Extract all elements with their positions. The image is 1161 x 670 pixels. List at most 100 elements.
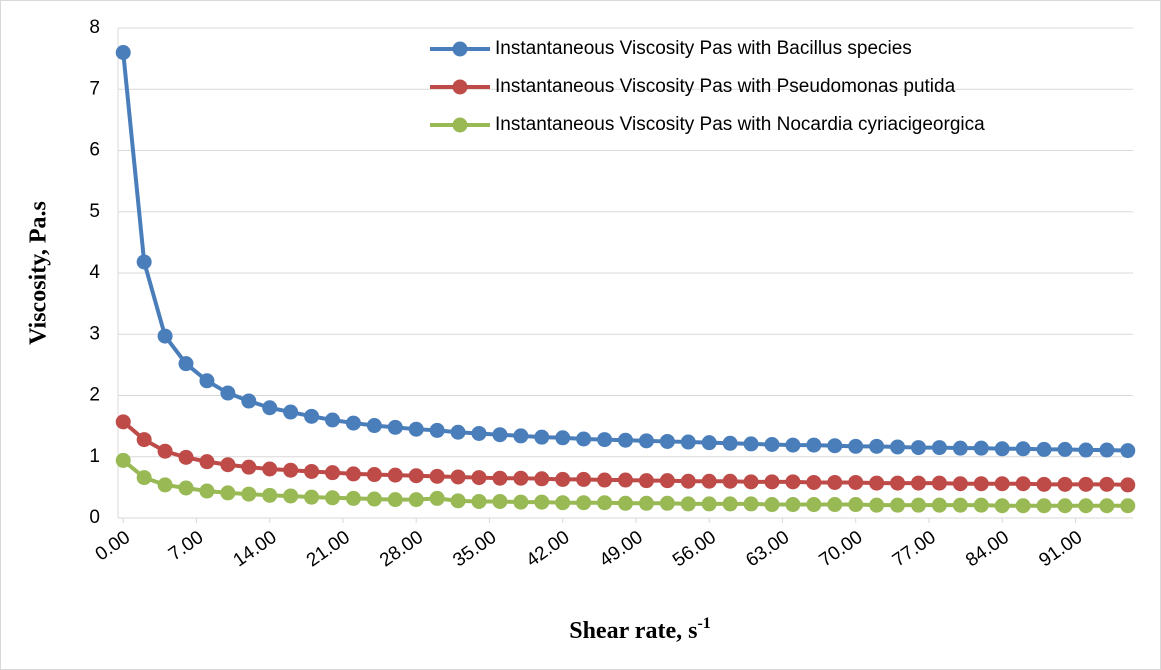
y-tick-label: 8 [89, 17, 100, 38]
legend-marker [452, 117, 468, 133]
data-point [241, 393, 257, 409]
data-point [513, 470, 529, 486]
data-point [638, 473, 654, 489]
data-point [325, 490, 341, 506]
data-point [345, 490, 361, 506]
data-point [827, 497, 843, 513]
data-point [576, 471, 592, 487]
data-point [659, 433, 675, 449]
data-point [994, 476, 1010, 492]
data-point [408, 468, 424, 484]
data-point [869, 497, 885, 513]
data-point [136, 432, 152, 448]
y-tick-label: 1 [89, 446, 100, 467]
data-point [115, 45, 131, 60]
data-point [304, 489, 320, 505]
data-point [304, 408, 320, 424]
data-point [283, 488, 299, 504]
y-tick-label: 0 [89, 507, 100, 528]
data-point [764, 437, 780, 452]
legend-label: Instantaneous Viscosity Pas with Bacillu… [495, 38, 912, 59]
data-point [680, 473, 696, 489]
data-point [450, 424, 466, 440]
data-point [1036, 441, 1052, 457]
data-point [806, 437, 822, 453]
data-point [366, 467, 382, 483]
data-point [764, 474, 780, 490]
data-point [157, 477, 173, 493]
data-point [1120, 498, 1136, 514]
data-point [408, 492, 424, 508]
data-point [1057, 498, 1073, 514]
data-point [136, 470, 152, 486]
data-point [534, 494, 550, 510]
data-point [450, 469, 466, 485]
data-point [618, 472, 633, 488]
data-point [1015, 476, 1031, 492]
data-point [638, 433, 654, 449]
data-point [910, 497, 926, 513]
data-point [973, 497, 989, 513]
data-point [701, 496, 717, 512]
data-point [199, 454, 215, 470]
data-point [492, 427, 508, 443]
data-point [220, 457, 236, 473]
data-point [597, 472, 613, 488]
data-point [157, 328, 173, 344]
data-point [890, 475, 906, 491]
data-point [680, 496, 696, 512]
data-point [910, 475, 926, 491]
data-point [931, 440, 947, 456]
data-point [659, 495, 675, 511]
data-point [534, 471, 550, 487]
data-point [1120, 477, 1136, 493]
data-point [743, 436, 759, 452]
data-point [785, 497, 801, 513]
legend-label: Instantaneous Viscosity Pas with Nocardi… [495, 114, 985, 135]
data-point [785, 474, 801, 490]
data-point [827, 474, 843, 490]
data-point [994, 441, 1010, 457]
data-point [115, 414, 131, 430]
data-point [262, 461, 278, 477]
data-point [743, 474, 759, 490]
data-point [1057, 441, 1073, 457]
data-point [262, 400, 278, 416]
data-point [701, 473, 717, 489]
data-point [325, 412, 341, 428]
x-axis-title: Shear rate, s-1 [569, 615, 711, 644]
data-point [492, 470, 508, 486]
data-point [931, 497, 947, 513]
data-point [513, 428, 529, 444]
data-point [555, 495, 571, 511]
y-tick-label: 4 [89, 262, 100, 283]
data-point [199, 483, 215, 499]
data-point [576, 495, 592, 511]
data-point [429, 490, 445, 506]
legend-label: Instantaneous Viscosity Pas with Pseudom… [495, 76, 956, 97]
data-point [848, 474, 864, 490]
data-point [1099, 476, 1115, 492]
data-point [890, 439, 906, 455]
data-point [178, 480, 194, 496]
data-point [178, 356, 194, 372]
y-tick-label: 6 [89, 140, 100, 161]
data-point [576, 431, 592, 447]
data-point [283, 462, 299, 478]
data-point [618, 495, 633, 511]
data-point [199, 373, 215, 389]
data-point [890, 497, 906, 513]
data-point [408, 421, 424, 437]
data-point [387, 419, 403, 435]
data-point [387, 467, 403, 483]
data-point [555, 430, 571, 446]
data-point [471, 425, 487, 441]
data-point [429, 468, 445, 484]
data-point [618, 432, 633, 448]
data-point [555, 471, 571, 487]
data-point [952, 476, 968, 492]
data-point [806, 474, 822, 490]
data-point [597, 495, 613, 511]
data-point [1078, 442, 1094, 458]
